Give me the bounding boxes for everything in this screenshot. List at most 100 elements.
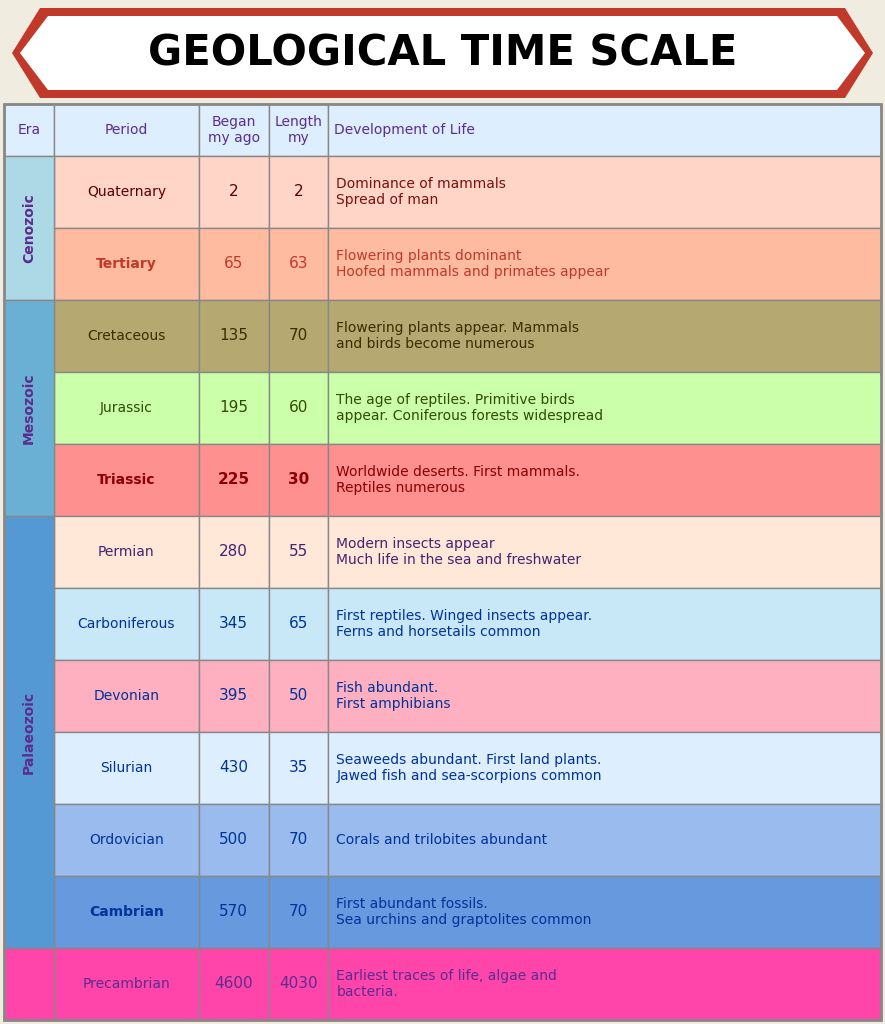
Bar [328,732,881,804]
Bar [269,948,328,1020]
Text: Seaweeds abundant. First land plants.
Jawed fish and sea-scorpions common: Seaweeds abundant. First land plants. Ja… [336,753,602,783]
Text: 135: 135 [219,329,249,343]
Text: 50: 50 [289,688,308,703]
Bar [54,372,199,444]
Text: Jurassic: Jurassic [100,401,153,415]
Bar [199,804,269,876]
Bar [328,300,881,372]
Bar [199,372,269,444]
Text: Flowering plants dominant
Hoofed mammals and primates appear: Flowering plants dominant Hoofed mammals… [336,249,610,280]
Text: 70: 70 [289,904,308,920]
Bar [4,104,54,156]
Bar [199,876,269,948]
Bar [328,156,881,228]
Text: Development of Life: Development of Life [335,123,475,137]
Text: 55: 55 [289,545,308,559]
Text: 345: 345 [219,616,249,632]
Bar [54,804,199,876]
Bar [199,660,269,732]
Bar [269,372,328,444]
Text: 63: 63 [289,256,308,271]
Bar [199,228,269,300]
Bar [199,444,269,516]
Text: Tertiary: Tertiary [96,257,157,271]
Text: Cambrian: Cambrian [88,905,164,919]
Bar [54,444,199,516]
Bar [269,300,328,372]
Text: 2: 2 [294,184,304,200]
Text: Quaternary: Quaternary [87,185,165,199]
Text: 430: 430 [219,761,249,775]
Bar [199,588,269,660]
Text: Modern insects appear
Much life in the sea and freshwater: Modern insects appear Much life in the s… [336,537,581,567]
Text: Mesozoic: Mesozoic [22,372,36,443]
Text: Carboniferous: Carboniferous [78,617,175,631]
Bar [328,588,881,660]
Text: 500: 500 [219,833,248,848]
Bar [328,876,881,948]
Text: Worldwide deserts. First mammals.
Reptiles numerous: Worldwide deserts. First mammals. Reptil… [336,465,581,495]
Text: Fish abundant.
First amphibians: Fish abundant. First amphibians [336,681,451,711]
Text: Period: Period [104,123,148,137]
Text: 280: 280 [219,545,248,559]
Text: 4030: 4030 [280,977,318,991]
Text: The age of reptiles. Primitive birds
appear. Coniferous forests widespread: The age of reptiles. Primitive birds app… [336,393,604,423]
Bar [54,516,199,588]
Bar [269,804,328,876]
Bar [269,228,328,300]
Text: First reptiles. Winged insects appear.
Ferns and horsetails common: First reptiles. Winged insects appear. F… [336,609,593,639]
Text: Cretaceous: Cretaceous [87,329,165,343]
Bar [4,948,54,1020]
Text: 60: 60 [289,400,308,416]
Bar [199,300,269,372]
Bar [269,444,328,516]
Text: 30: 30 [288,472,309,487]
Text: Permian: Permian [98,545,155,559]
Text: Ordovician: Ordovician [89,833,164,847]
Bar [328,660,881,732]
Text: 70: 70 [289,329,308,343]
Bar [4,104,881,1020]
Text: Silurian: Silurian [100,761,152,775]
Bar [4,516,54,948]
Text: 195: 195 [219,400,249,416]
Bar [269,588,328,660]
Text: Earliest traces of life, algae and
bacteria.: Earliest traces of life, algae and bacte… [336,969,558,999]
Bar [199,104,269,156]
Bar [328,804,881,876]
Bar [269,156,328,228]
Bar [269,732,328,804]
Bar [269,876,328,948]
Bar [328,372,881,444]
Bar [328,228,881,300]
Bar [54,948,199,1020]
Text: Precambrian: Precambrian [82,977,170,991]
Bar [199,948,269,1020]
Bar [54,300,199,372]
Text: Dominance of mammals
Spread of man: Dominance of mammals Spread of man [336,177,506,207]
Bar [199,516,269,588]
Bar [54,228,199,300]
Bar [199,156,269,228]
Text: Began
my ago: Began my ago [208,115,260,145]
Bar [4,156,54,300]
Bar [54,876,199,948]
Text: First abundant fossils.
Sea urchins and graptolites common: First abundant fossils. Sea urchins and … [336,897,592,927]
Text: Devonian: Devonian [93,689,159,703]
Text: Length
my: Length my [274,115,323,145]
Bar [269,104,328,156]
Text: GEOLOGICAL TIME SCALE: GEOLOGICAL TIME SCALE [148,32,737,74]
Text: Era: Era [18,123,41,137]
Bar [54,104,199,156]
Bar [269,660,328,732]
Bar [54,660,199,732]
Text: 570: 570 [219,904,248,920]
Text: Cenozoic: Cenozoic [22,194,36,263]
Text: 225: 225 [218,472,250,487]
Text: Triassic: Triassic [97,473,156,487]
Text: Palaeozoic: Palaeozoic [22,690,36,773]
Bar [328,516,881,588]
Bar [328,948,881,1020]
Bar [328,104,881,156]
Bar [328,444,881,516]
